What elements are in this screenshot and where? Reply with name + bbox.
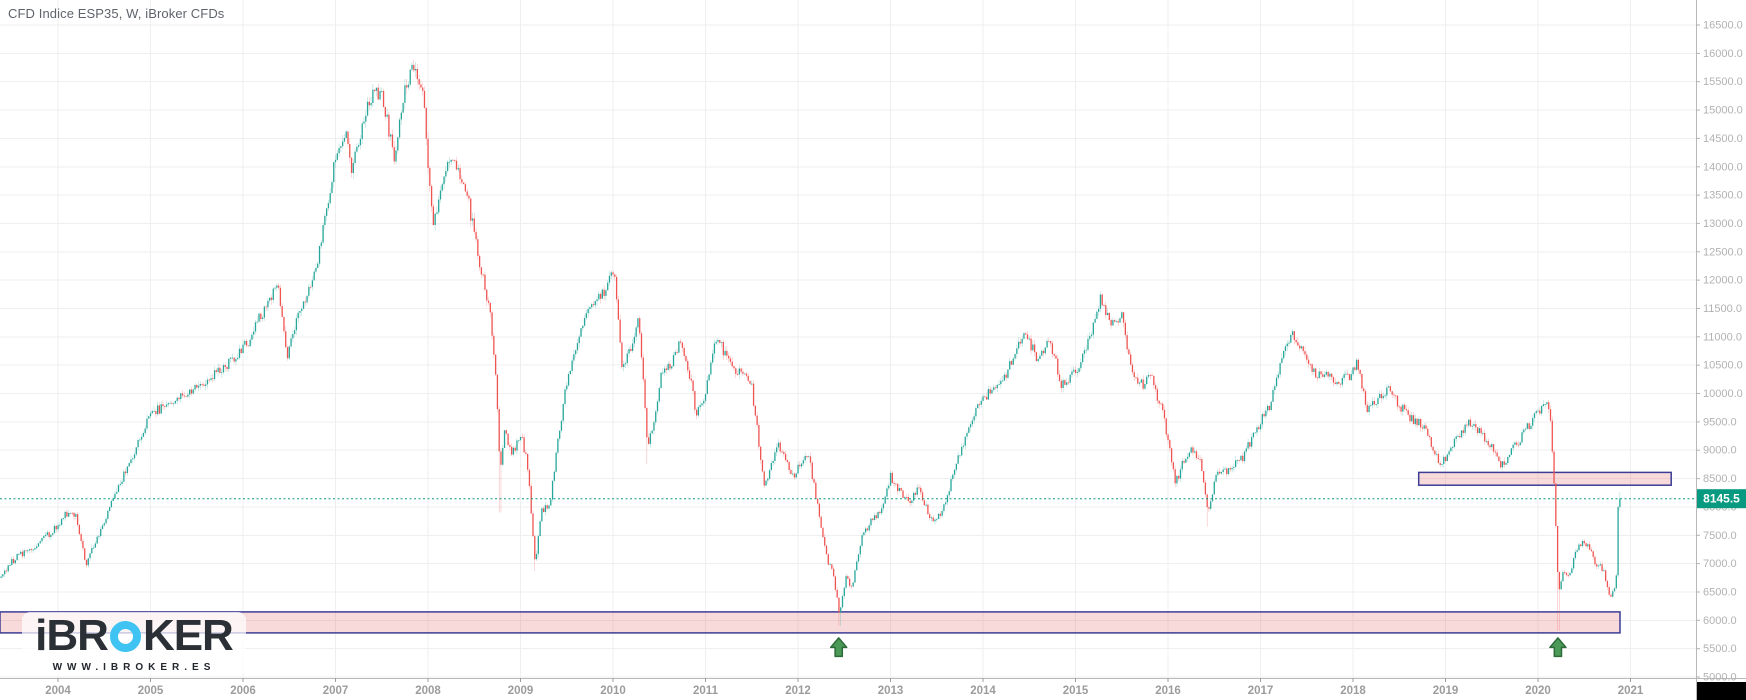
price-tick-label: 15500.0 [1703,76,1743,88]
down-candle-bodies [5,64,1612,613]
up-candle-wicks [0,61,1621,626]
year-tick-label: 2007 [323,685,349,697]
price-tick-label: 9000.0 [1703,445,1737,457]
price-tick-label: 12000.0 [1703,275,1743,287]
year-tick-label: 2012 [785,685,811,697]
price-tick-label: 5500.0 [1703,643,1737,655]
year-tick-label: 2011 [693,685,719,697]
price-tick-label: 7000.0 [1703,558,1737,570]
bottom-right-black-box [1697,682,1746,700]
year-tick-label: 2005 [138,685,164,697]
ibroker-logo: iBR KER [35,611,234,660]
year-tick-label: 2019 [1433,685,1459,697]
grid-lines [0,0,1696,678]
price-tick-label: 7500.0 [1703,530,1737,542]
support-zone-rect[interactable] [0,611,1621,634]
up-arrow-marker-icon[interactable] [829,637,848,658]
logo-o-ring-icon [109,620,141,652]
price-tick-label: 13500.0 [1703,190,1743,202]
year-tick-label: 2006 [230,685,256,697]
price-tick-label: 6500.0 [1703,587,1737,599]
year-tick-label: 2015 [1063,685,1089,697]
year-tick-label: 2008 [415,685,441,697]
year-tick-label: 2020 [1525,685,1551,697]
price-tick-label: 12500.0 [1703,246,1743,258]
year-tick-label: 2017 [1248,685,1274,697]
price-tick-label: 9500.0 [1703,416,1737,428]
price-tick-label: 10000.0 [1703,388,1743,400]
year-tick-label: 2004 [45,685,71,697]
year-tick-label: 2014 [970,685,996,697]
arrow-markers[interactable] [829,637,1567,658]
ibroker-watermark: iBR KER WWW.IBROKER.ES [22,612,246,675]
last-price-tag: 8145.5 [1697,489,1746,509]
year-tick-label: 2013 [878,685,904,697]
year-tick-label: 2018 [1340,685,1366,697]
logo-text-prefix: iBR [35,611,109,660]
symbol-title[interactable]: CFD Indice ESP35, W, iBroker CFDs [8,6,225,21]
last-price-tag-label: 8145.5 [1703,492,1740,506]
price-tick-label: 15000.0 [1703,105,1743,117]
price-tick-label: 8500.0 [1703,473,1737,485]
price-tick-label: 11000.0 [1703,331,1742,343]
resistance-zone-rect[interactable] [1417,471,1672,486]
price-tick-label: 10500.0 [1703,360,1743,372]
ibroker-url: WWW.IBROKER.ES [52,662,216,673]
year-tick-label: 2009 [508,685,534,697]
drawing-zones[interactable] [0,471,1672,634]
up-candle-bodies [0,64,1621,613]
price-tick-label: 14500.0 [1703,133,1743,145]
price-tick-label: 14000.0 [1703,161,1743,173]
price-tick-label: 16000.0 [1703,48,1743,60]
candlestick-series [0,59,1621,631]
last-price-tag-bg [1697,489,1746,509]
price-tick-label: 11500.0 [1703,303,1742,315]
logo-text-suffix: KER [142,611,234,660]
price-tick-label: 16500.0 [1703,20,1743,32]
price-tick-label: 13000.0 [1703,218,1743,230]
price-tick-label: 6000.0 [1703,615,1737,627]
year-tick-label: 2016 [1155,685,1181,697]
year-tick-label: 2021 [1618,685,1644,697]
up-arrow-marker-icon[interactable] [1549,637,1567,658]
price-tick-label: 5000.0 [1703,672,1737,684]
year-tick-label: 2010 [600,685,626,697]
